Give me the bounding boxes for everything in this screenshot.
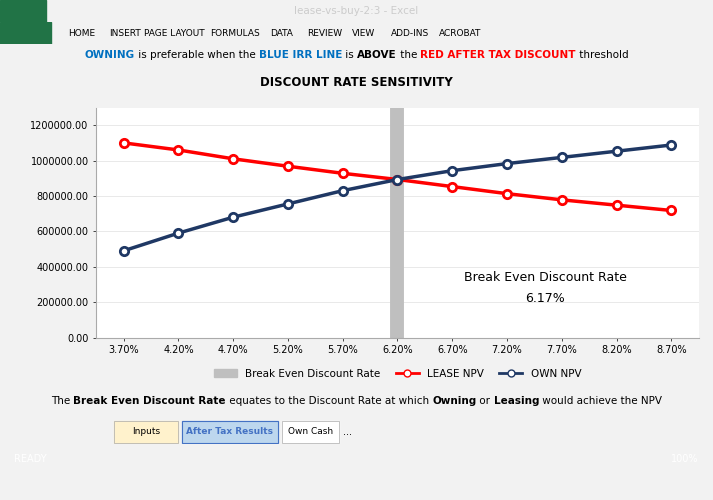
Text: FILE: FILE bbox=[9, 6, 34, 16]
Text: The: The bbox=[51, 396, 73, 406]
Bar bbox=[114, 421, 178, 443]
Bar bbox=[0, 22, 51, 44]
Bar bbox=[0, 0, 46, 22]
Text: DISCOUNT RATE SENSITIVITY: DISCOUNT RATE SENSITIVITY bbox=[260, 76, 453, 89]
Text: PAGE LAYOUT: PAGE LAYOUT bbox=[144, 28, 205, 38]
Text: Leasing: Leasing bbox=[493, 396, 539, 406]
Text: lease-vs-buy-2:3 - Excel: lease-vs-buy-2:3 - Excel bbox=[294, 6, 419, 16]
Text: Own Cash: Own Cash bbox=[287, 428, 333, 436]
Bar bbox=[282, 421, 339, 443]
Bar bbox=[182, 421, 278, 443]
Text: equates to the Discount Rate at which: equates to the Discount Rate at which bbox=[226, 396, 432, 406]
Text: RED AFTER TAX DISCOUNT: RED AFTER TAX DISCOUNT bbox=[420, 50, 576, 60]
Text: HOME: HOME bbox=[68, 28, 96, 38]
Text: the: the bbox=[396, 50, 420, 60]
Text: FILE: FILE bbox=[14, 28, 37, 38]
Text: ABOVE: ABOVE bbox=[357, 50, 396, 60]
Text: Owning: Owning bbox=[432, 396, 476, 406]
Bar bbox=[182, 421, 278, 443]
Text: Break Even Discount Rate
6.17%: Break Even Discount Rate 6.17% bbox=[464, 271, 627, 305]
Bar bbox=[282, 421, 339, 443]
Text: 100%: 100% bbox=[671, 454, 699, 464]
Text: DATA: DATA bbox=[270, 28, 293, 38]
Legend: Break Even Discount Rate, LEASE NPV, OWN NPV: Break Even Discount Rate, LEASE NPV, OWN… bbox=[210, 364, 585, 383]
Text: After Tax Results: After Tax Results bbox=[186, 428, 274, 436]
Text: FORMULAS: FORMULAS bbox=[210, 28, 260, 38]
Text: Inputs: Inputs bbox=[132, 428, 160, 436]
Text: Break Even Discount Rate: Break Even Discount Rate bbox=[73, 396, 226, 406]
Text: REVIEW: REVIEW bbox=[307, 28, 342, 38]
Text: BLUE IRR LINE: BLUE IRR LINE bbox=[259, 50, 342, 60]
Text: is: is bbox=[342, 50, 357, 60]
Text: INSERT: INSERT bbox=[109, 28, 140, 38]
Text: READY: READY bbox=[14, 454, 47, 464]
Bar bbox=[114, 421, 178, 443]
Text: is preferable when the: is preferable when the bbox=[135, 50, 259, 60]
Text: VIEW: VIEW bbox=[352, 28, 375, 38]
Text: or: or bbox=[476, 396, 493, 406]
Text: OWNING: OWNING bbox=[85, 50, 135, 60]
Text: ADD-INS: ADD-INS bbox=[391, 28, 429, 38]
Text: ...: ... bbox=[343, 427, 352, 437]
Text: would achieve the NPV: would achieve the NPV bbox=[539, 396, 662, 406]
Text: threshold: threshold bbox=[576, 50, 628, 60]
Text: ACROBAT: ACROBAT bbox=[438, 28, 481, 38]
